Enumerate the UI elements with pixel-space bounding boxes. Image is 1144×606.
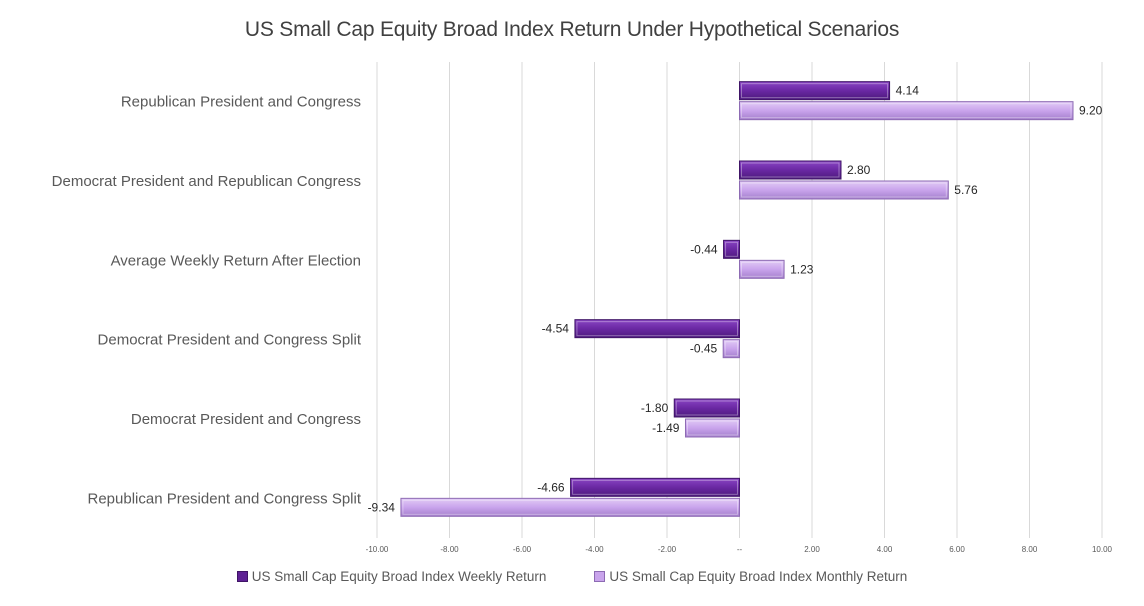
bar-bevel bbox=[741, 261, 783, 277]
bar-monthly bbox=[739, 259, 785, 279]
legend-swatch-monthly bbox=[594, 571, 606, 582]
bar-monthly bbox=[684, 418, 740, 438]
x-tick-label: 10.00 bbox=[1092, 545, 1113, 554]
category-label: Republican President and Congress bbox=[121, 94, 361, 111]
bar-weekly bbox=[723, 239, 740, 259]
bar-bevel bbox=[725, 241, 738, 257]
x-tick-label: -2.00 bbox=[658, 545, 677, 554]
bar-bevel bbox=[741, 83, 889, 99]
data-label-weekly: -0.44 bbox=[690, 242, 718, 256]
x-tick-label: -8.00 bbox=[440, 545, 459, 554]
x-tick-label: 8.00 bbox=[1022, 545, 1038, 554]
data-label-monthly: -0.45 bbox=[690, 342, 718, 356]
bar-weekly bbox=[739, 160, 842, 180]
bar-bevel bbox=[741, 162, 840, 178]
category-label: Democrat President and Republican Congre… bbox=[52, 173, 361, 190]
x-tick-label: 2.00 bbox=[804, 545, 820, 554]
legend-label-monthly: US Small Cap Equity Broad Index Monthly … bbox=[609, 569, 908, 584]
category-label: Republican President and Congress Split bbox=[88, 490, 362, 507]
legend-swatch-weekly bbox=[236, 571, 248, 582]
data-label-weekly: 2.80 bbox=[847, 163, 871, 177]
bar-monthly bbox=[739, 180, 949, 200]
data-label-weekly: -4.54 bbox=[542, 322, 570, 336]
bar-bevel bbox=[576, 321, 738, 337]
bar-bevel bbox=[741, 103, 1072, 119]
x-tick-label: 4.00 bbox=[877, 545, 893, 554]
legend: US Small Cap Equity Broad Index Weekly R… bbox=[0, 569, 1144, 584]
x-tick-label: -- bbox=[737, 545, 743, 554]
bar-monthly bbox=[400, 497, 740, 517]
x-tick-label: 6.00 bbox=[949, 545, 965, 554]
bar-weekly bbox=[574, 319, 740, 339]
bar-bevel bbox=[686, 420, 738, 436]
bar-monthly bbox=[722, 339, 740, 359]
x-tick-label: -4.00 bbox=[585, 545, 604, 554]
data-label-weekly: -4.66 bbox=[537, 480, 565, 494]
bar-weekly bbox=[673, 398, 740, 418]
bar-weekly bbox=[570, 477, 741, 497]
bar-bevel bbox=[724, 341, 738, 357]
bar-bevel bbox=[572, 479, 739, 495]
legend-label-weekly: US Small Cap Equity Broad Index Weekly R… bbox=[251, 569, 547, 584]
bar-monthly bbox=[739, 101, 1074, 121]
data-label-monthly: -9.34 bbox=[368, 500, 396, 514]
bar-bevel bbox=[675, 400, 738, 416]
chart-title: US Small Cap Equity Broad Index Return U… bbox=[244, 18, 900, 41]
bar-bevel bbox=[402, 499, 738, 515]
legend-item-monthly: US Small Cap Equity Broad Index Monthly … bbox=[594, 569, 907, 584]
legend-item-weekly: US Small Cap Equity Broad Index Weekly R… bbox=[236, 569, 547, 584]
bar-weekly bbox=[739, 81, 891, 101]
category-label: Democrat President and Congress Split bbox=[98, 332, 362, 349]
bar-bevel bbox=[741, 182, 947, 198]
data-label-weekly: 4.14 bbox=[896, 84, 920, 98]
category-label: Democrat President and Congress bbox=[131, 411, 361, 428]
data-label-monthly: 5.76 bbox=[954, 183, 978, 197]
x-tick-label: -10.00 bbox=[366, 545, 389, 554]
data-label-weekly: -1.80 bbox=[641, 401, 669, 415]
data-label-monthly: 1.23 bbox=[790, 262, 814, 276]
category-label: Average Weekly Return After Election bbox=[111, 252, 361, 269]
data-label-monthly: -1.49 bbox=[652, 421, 680, 435]
x-tick-label: -6.00 bbox=[513, 545, 532, 554]
data-label-monthly: 9.20 bbox=[1079, 104, 1103, 118]
